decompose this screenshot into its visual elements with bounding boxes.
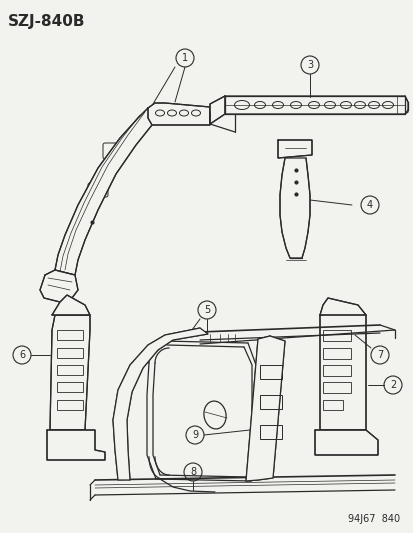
Bar xyxy=(259,425,281,439)
Bar xyxy=(57,365,83,375)
Polygon shape xyxy=(113,328,207,480)
Polygon shape xyxy=(319,310,365,430)
Polygon shape xyxy=(50,315,90,430)
Text: 8: 8 xyxy=(190,467,196,477)
Text: 4: 4 xyxy=(366,200,372,210)
Bar xyxy=(322,330,350,341)
Bar xyxy=(57,348,83,358)
Polygon shape xyxy=(209,96,224,124)
Polygon shape xyxy=(40,270,78,302)
Polygon shape xyxy=(147,103,209,125)
Polygon shape xyxy=(277,140,311,158)
Polygon shape xyxy=(245,336,284,481)
Bar xyxy=(322,348,350,359)
Polygon shape xyxy=(279,158,309,258)
Polygon shape xyxy=(319,298,365,315)
Text: SZJ-840B: SZJ-840B xyxy=(8,14,85,29)
Polygon shape xyxy=(219,96,407,114)
Bar xyxy=(259,365,281,379)
Bar xyxy=(259,395,281,409)
Polygon shape xyxy=(52,295,90,315)
Bar xyxy=(322,382,350,393)
Polygon shape xyxy=(47,430,105,460)
Bar xyxy=(57,382,83,392)
Polygon shape xyxy=(314,430,377,455)
Text: 3: 3 xyxy=(306,60,312,70)
Text: 9: 9 xyxy=(192,430,197,440)
Bar xyxy=(322,400,342,410)
Text: 94J67  840: 94J67 840 xyxy=(347,514,399,524)
Bar xyxy=(57,330,83,340)
Polygon shape xyxy=(55,108,159,275)
Text: 6: 6 xyxy=(19,350,25,360)
Text: 7: 7 xyxy=(376,350,382,360)
Text: 2: 2 xyxy=(389,380,395,390)
Bar xyxy=(322,365,350,376)
Bar xyxy=(57,400,83,410)
Text: 5: 5 xyxy=(203,305,210,315)
Text: 1: 1 xyxy=(181,53,188,63)
